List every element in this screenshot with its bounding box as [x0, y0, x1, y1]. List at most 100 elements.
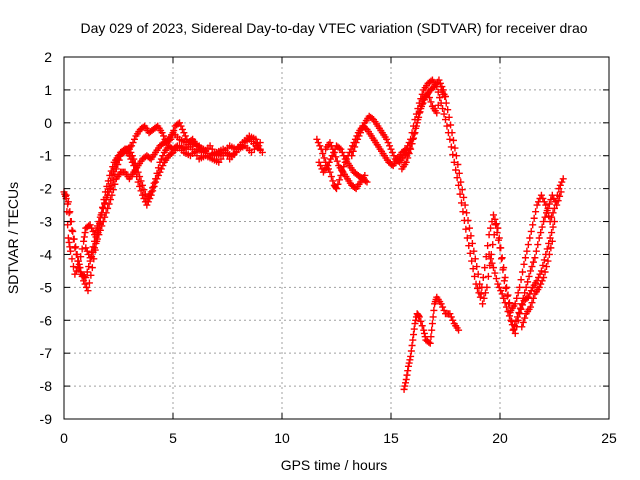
data-point: [412, 122, 420, 130]
data-point: [73, 250, 81, 258]
data-point: [503, 292, 511, 300]
data-point: [483, 283, 491, 291]
data-segment: [400, 293, 463, 393]
data-point: [413, 119, 421, 127]
data-point: [508, 321, 516, 329]
grid-lines: [64, 57, 609, 419]
data-point: [180, 129, 188, 137]
data-point: [537, 229, 545, 237]
data-point: [532, 247, 540, 255]
data-point: [459, 208, 467, 216]
data-point: [529, 258, 537, 266]
data-point: [338, 148, 346, 156]
data-point: [358, 125, 366, 133]
data-point: [544, 204, 552, 212]
data-point: [405, 359, 413, 367]
data-point: [72, 243, 80, 251]
data-point: [505, 312, 513, 320]
data-point: [115, 152, 123, 160]
data-point: [436, 94, 444, 102]
data-point: [525, 272, 533, 280]
data-point: [326, 168, 334, 176]
data-point: [326, 139, 334, 147]
data-point: [517, 276, 525, 284]
data-point: [516, 310, 524, 318]
data-point: [83, 247, 91, 255]
data-point: [543, 245, 551, 253]
data-point: [491, 215, 499, 223]
data-point: [467, 232, 475, 240]
data-point: [408, 342, 416, 350]
data-point: [102, 193, 110, 201]
data-point: [404, 154, 412, 162]
data-point: [80, 233, 88, 241]
data-point: [419, 99, 427, 107]
data-point: [539, 261, 547, 269]
x-tick-label: 25: [601, 430, 617, 446]
data-point: [95, 224, 103, 232]
data-point: [456, 190, 464, 198]
data-point: [386, 142, 394, 150]
data-point: [492, 221, 500, 229]
data-point: [144, 198, 152, 206]
data-point: [130, 135, 138, 143]
data-point: [80, 272, 88, 280]
data-point: [149, 187, 157, 195]
data-point: [457, 178, 465, 186]
data-point: [86, 254, 94, 262]
data-point: [479, 273, 487, 281]
data-point: [498, 290, 506, 298]
data-point: [426, 339, 434, 347]
data-point: [83, 283, 91, 291]
data-point: [340, 152, 348, 160]
data-point: [446, 310, 454, 318]
data-point: [99, 204, 107, 212]
data-point: [553, 201, 561, 209]
chart-title: Day 029 of 2023, Sidereal Day-to-day VTE…: [80, 20, 587, 36]
data-point: [153, 175, 161, 183]
data-point: [418, 100, 426, 108]
data-point: [537, 191, 545, 199]
data-point: [455, 326, 463, 334]
data-point: [84, 287, 92, 295]
data-point: [439, 303, 447, 311]
data-point: [424, 89, 432, 97]
data-point: [64, 198, 72, 206]
data-segment: [518, 237, 556, 331]
data-point: [468, 257, 476, 265]
data-point: [526, 234, 534, 242]
data-point: [383, 135, 391, 143]
data-point: [384, 139, 392, 147]
data-point: [168, 150, 176, 158]
data-point: [519, 268, 527, 276]
data-point: [540, 256, 548, 264]
data-point: [405, 150, 413, 158]
data-point: [415, 109, 423, 117]
data-point: [356, 129, 364, 137]
data-point: [256, 139, 264, 147]
data-point: [527, 287, 535, 295]
data-point: [427, 98, 435, 106]
data-point: [105, 200, 113, 208]
data-point: [64, 234, 72, 242]
data-point: [477, 290, 485, 298]
y-tick-label: -9: [40, 411, 53, 427]
data-point: [352, 139, 360, 147]
data-point: [111, 180, 119, 188]
data-point: [538, 223, 546, 231]
data-point: [537, 267, 545, 275]
data-point: [150, 182, 158, 190]
y-tick-label: -7: [40, 345, 53, 361]
data-point: [548, 237, 556, 245]
data-point: [96, 218, 104, 226]
data-point: [452, 166, 460, 174]
data-point: [535, 283, 543, 291]
data-point: [420, 326, 428, 334]
data-point: [112, 158, 120, 166]
data-point: [528, 263, 536, 271]
data-point: [476, 280, 484, 288]
data-point: [114, 155, 122, 163]
data-point: [387, 145, 395, 153]
data-point: [335, 144, 343, 152]
data-point: [513, 294, 521, 302]
